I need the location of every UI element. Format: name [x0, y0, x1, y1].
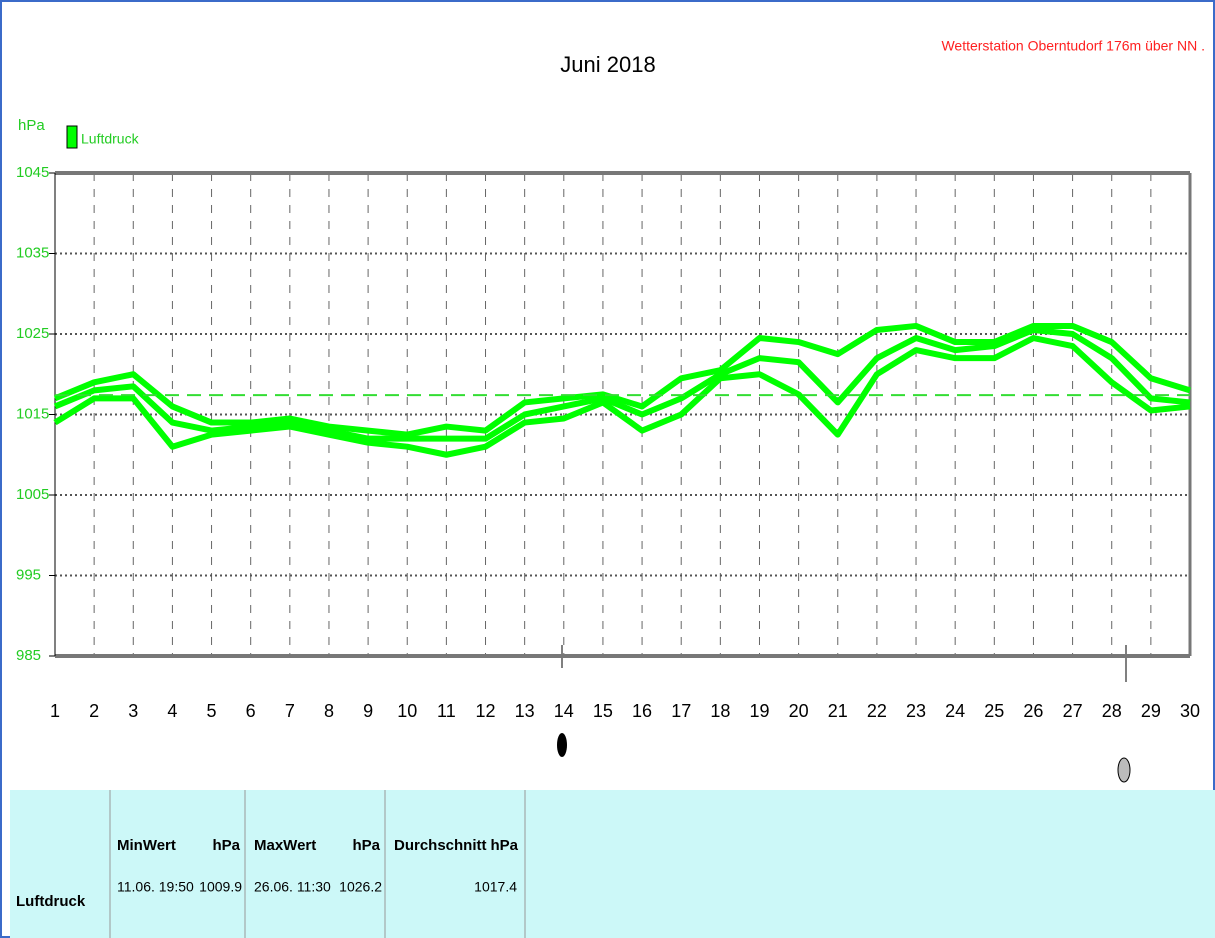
chart-title: Juni 2018: [560, 52, 655, 77]
y-tick-label: 1025: [16, 325, 49, 342]
x-tick-label: 27: [1063, 701, 1083, 721]
x-tick-label: 22: [867, 701, 887, 721]
x-tick-label: 28: [1102, 701, 1122, 721]
legend-label: Luftdruck: [81, 131, 140, 147]
x-tick-label: 11: [437, 701, 456, 721]
x-tick-label: 7: [285, 701, 295, 721]
x-tick-label: 10: [397, 701, 417, 721]
x-tick-label: 30: [1180, 701, 1200, 721]
x-tick-label: 17: [671, 701, 691, 721]
y-tick-label: 1005: [16, 486, 49, 503]
new-moon: [557, 733, 567, 757]
x-tick-label: 26: [1023, 701, 1043, 721]
row-label: Luftdruck: [16, 893, 86, 910]
y-tick-label: 985: [16, 647, 41, 664]
x-tick-label: 4: [167, 701, 177, 721]
x-tick-label: 19: [749, 701, 769, 721]
y-tick-label: 995: [16, 566, 41, 583]
table-cell: 1009.9: [199, 879, 242, 895]
x-tick-label: 12: [476, 701, 496, 721]
y-tick-label: 1045: [16, 164, 49, 181]
table-bg: [10, 790, 1215, 938]
x-tick-label: 6: [246, 701, 256, 721]
table-header: Durchschnitt: [394, 837, 487, 854]
x-tick-label: 23: [906, 701, 926, 721]
table-lines: [109, 790, 526, 938]
x-tick-label: 13: [515, 701, 535, 721]
station: Wetterstation Oberntudorf 176m über NN .: [941, 38, 1205, 54]
table-header: hPa: [352, 837, 380, 854]
y-axis-label: hPa: [18, 117, 45, 134]
x-tick-label: 24: [945, 701, 965, 721]
table-header: MaxWert: [254, 837, 316, 854]
x-tick-label: 15: [593, 701, 613, 721]
x-tick-label: 1: [50, 701, 60, 721]
x-tick-label: 3: [128, 701, 138, 721]
table-header: MinWert: [117, 837, 176, 854]
x-tick-label: 20: [789, 701, 809, 721]
x-tick-label: 21: [828, 701, 848, 721]
pressure-line: [53, 326, 1191, 442]
table-cell: 26.06. 11:30: [254, 879, 331, 895]
table-cell: 1026.2: [339, 879, 382, 895]
table-cell: 11.06. 19:50: [117, 879, 194, 895]
table-header: hPa: [212, 837, 240, 854]
x-tick-label: 29: [1141, 701, 1161, 721]
x-tick-label: 18: [710, 701, 730, 721]
pressure-line: [53, 335, 1191, 458]
y-tick-label: 1015: [16, 405, 49, 422]
full-moon: [1117, 757, 1131, 783]
x-tick-label: 25: [984, 701, 1004, 721]
x-tick-label: 16: [632, 701, 652, 721]
legend-swatch: [66, 125, 78, 149]
x-tick-label: 9: [363, 701, 373, 721]
table-header: hPa: [490, 837, 518, 854]
table-cell: 1017.4: [474, 879, 517, 895]
x-tick-label: 14: [554, 701, 574, 721]
x-tick-label: 2: [89, 701, 99, 721]
pressure-line: [53, 322, 1191, 438]
x-tick-label: 5: [207, 701, 217, 721]
x-tick-label: 8: [324, 701, 334, 721]
y-tick-label: 1035: [16, 244, 49, 261]
